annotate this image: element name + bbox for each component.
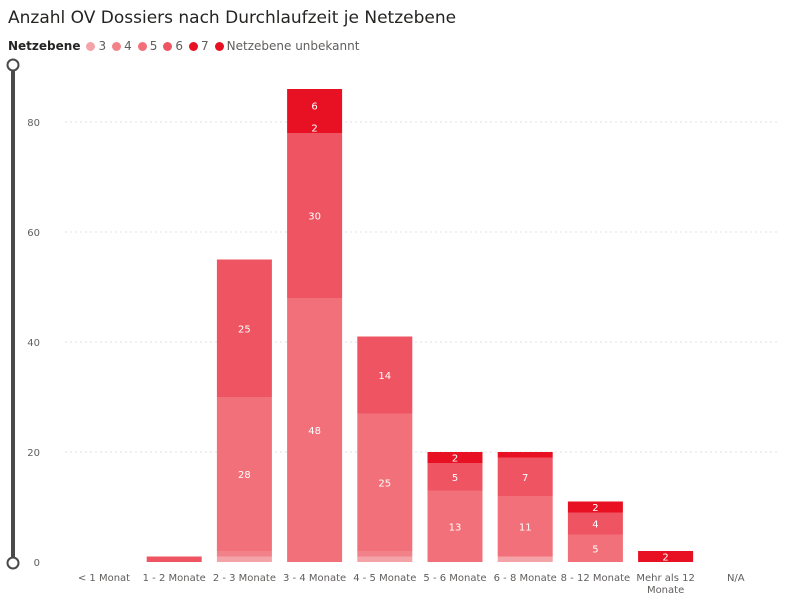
- legend-dot-icon: [86, 41, 96, 51]
- data-label: 4: [592, 520, 598, 531]
- x-tick-label: 2 - 3 Monate: [213, 573, 276, 584]
- slider-bottom-handle[interactable]: [6, 556, 20, 570]
- legend-label: Netzebene unbekannt: [226, 39, 360, 53]
- x-tick-label: < 1 Monat: [78, 573, 130, 584]
- data-label: 13: [449, 522, 462, 533]
- x-tick-label: 8 - 12 Monate: [561, 573, 631, 584]
- bar-segment[interactable]: [357, 413, 413, 552]
- bar-segment[interactable]: [567, 501, 623, 513]
- bar-segment[interactable]: [638, 551, 694, 562]
- bar-segment[interactable]: [357, 556, 413, 563]
- bar-segment[interactable]: [287, 89, 343, 122]
- data-label: 14: [378, 371, 391, 382]
- chart-title: Anzahl OV Dossiers nach Durchlaufzeit je…: [8, 8, 457, 28]
- bar-segment[interactable]: [287, 298, 343, 562]
- bar-segment[interactable]: [287, 133, 343, 298]
- data-label: 28: [238, 470, 251, 481]
- legend-label: 5: [149, 39, 158, 53]
- legend-item-3[interactable]: 3: [86, 39, 106, 53]
- data-label: 48: [308, 426, 321, 437]
- data-label: 5: [452, 473, 458, 484]
- y-tick-label: 60: [27, 228, 40, 239]
- bar-segment[interactable]: [427, 452, 483, 463]
- y-tick-label: 20: [27, 448, 40, 459]
- bar-segment[interactable]: [216, 397, 272, 551]
- data-label: 11: [519, 522, 532, 533]
- x-tick-label: Mehr als 12 Monate: [636, 573, 694, 596]
- legend: Netzebene 3 4 5 6 7 Netzebene unbekannt: [8, 39, 365, 53]
- bars: 28 25 48 30 2 6 25 14 13 5 2 11 7 5 4 2 2: [146, 89, 694, 564]
- data-label: 30: [308, 212, 321, 223]
- y-axis: 0 20 40 60 80: [27, 118, 40, 569]
- bar-segment[interactable]: [497, 457, 553, 497]
- x-axis: < 1 Monat 1 - 2 Monate 2 - 3 Monate 3 - 4 M…: [78, 573, 745, 596]
- data-label: 7: [522, 473, 528, 484]
- legend-label: 6: [175, 39, 184, 53]
- data-label: 2: [452, 454, 458, 465]
- x-tick-label: 1 - 2 Monate: [143, 573, 206, 584]
- bar-segment[interactable]: [567, 512, 623, 535]
- bar-segment[interactable]: [146, 556, 202, 563]
- y-tick-label: 0: [34, 558, 40, 569]
- data-label: 2: [311, 124, 317, 135]
- bar-segment[interactable]: [497, 556, 553, 563]
- bar-segment[interactable]: [427, 463, 483, 491]
- x-tick-label: 3 - 4 Monate: [283, 573, 346, 584]
- bar-segment[interactable]: [357, 551, 413, 557]
- legend-label: 4: [124, 39, 132, 53]
- y-tick-label: 80: [27, 118, 40, 129]
- legend-dot-icon: [112, 41, 122, 51]
- legend-dot-icon: [137, 41, 147, 51]
- gridlines: [65, 121, 780, 453]
- legend-label: 7: [201, 39, 209, 53]
- bar-segment[interactable]: [567, 534, 623, 563]
- legend-dot-icon: [163, 41, 173, 51]
- legend-dot-icon: [189, 41, 199, 51]
- x-tick-label: N/A: [727, 573, 745, 584]
- legend-item-unknown[interactable]: Netzebene unbekannt: [214, 39, 360, 53]
- x-tick-label: 6 - 8 Monate: [494, 573, 557, 584]
- x-tick-label: 5 - 6 Monate: [423, 573, 486, 584]
- legend-dot-icon: [214, 41, 224, 51]
- bar-segment[interactable]: [497, 452, 553, 458]
- data-label: 25: [238, 324, 251, 335]
- data-label: 5: [592, 544, 598, 555]
- legend-item-5[interactable]: 5: [137, 39, 158, 53]
- bar-segment[interactable]: [357, 336, 413, 414]
- data-label: 25: [378, 478, 391, 489]
- x-tick-label: 4 - 5 Monate: [353, 573, 416, 584]
- legend-label: 3: [98, 39, 107, 53]
- slider-top-handle[interactable]: [6, 58, 20, 72]
- legend-item-4[interactable]: 4: [112, 39, 132, 53]
- legend-item-6[interactable]: 6: [163, 39, 183, 53]
- legend-item-7[interactable]: 7: [189, 39, 209, 53]
- data-label: 2: [592, 503, 598, 514]
- data-label: 2: [662, 553, 668, 564]
- y-tick-label: 40: [27, 338, 40, 349]
- data-label: 6: [311, 102, 317, 113]
- bar-segment[interactable]: [497, 496, 553, 557]
- bar-segment[interactable]: [427, 490, 483, 563]
- bar-segment[interactable]: [216, 259, 272, 398]
- legend-title: Netzebene: [8, 39, 81, 53]
- bar-segment[interactable]: [216, 556, 272, 563]
- y-axis-zoom-slider[interactable]: [6, 58, 20, 570]
- bar-segment[interactable]: [216, 551, 272, 557]
- bar-segment[interactable]: [287, 122, 343, 133]
